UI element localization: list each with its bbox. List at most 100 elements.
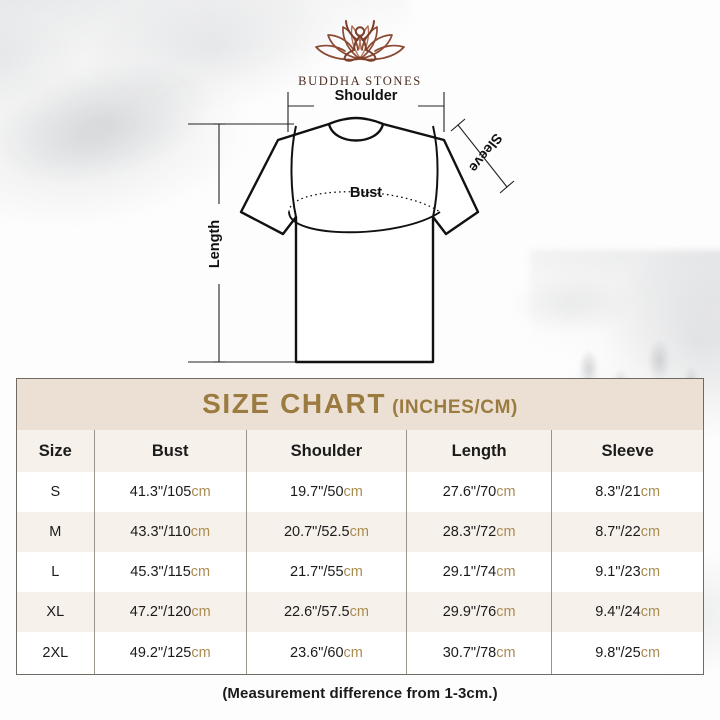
- cell-sleeve-value: 9.1"/23: [595, 564, 641, 580]
- size-chart-table-body: S 41.3"/105cm 19.7"/50cm 27.6"/70cm 8.3"…: [17, 472, 703, 674]
- cell-size: M: [17, 512, 95, 552]
- cell-length: 29.1"/74cm: [406, 552, 553, 592]
- cell-shoulder: 21.7"/55cm: [246, 552, 408, 592]
- cell-shoulder-value: 22.6"/57.5: [283, 604, 350, 620]
- cell-sleeve-value: 8.7"/22: [595, 524, 641, 540]
- cell-bust-value: 45.3"/115: [130, 564, 191, 580]
- cell-shoulder: 23.6"/60cm: [246, 632, 408, 674]
- cell-sleeve: 9.8"/25cm: [551, 632, 703, 674]
- cell-shoulder: 20.7"/52.5cm: [246, 512, 408, 552]
- cell-length-value: 27.6"/70: [442, 484, 497, 500]
- cell-bust-unit: cm: [190, 564, 211, 580]
- shoulder-measure-guide: [287, 92, 445, 132]
- table-row: XL 47.2"/120cm 22.6"/57.5cm 29.9"/76cm 9…: [17, 592, 703, 632]
- cell-bust: 43.3"/110cm: [94, 512, 247, 552]
- cell-bust-value: 43.3"/110: [130, 524, 191, 540]
- size-chart-title-unit: (INCHES/CM): [392, 397, 518, 418]
- sleeve-measure-guide: [450, 118, 515, 194]
- cell-shoulder-unit: cm: [343, 564, 363, 580]
- size-chart-title-banner: SIZE CHART (INCHES/CM): [17, 379, 703, 430]
- cell-length: 27.6"/70cm: [406, 472, 553, 512]
- cell-length-unit: cm: [496, 484, 516, 500]
- cell-shoulder-value: 19.7"/50: [290, 484, 344, 500]
- table-header-row: Size Bust Shoulder Length Sleeve: [17, 430, 703, 472]
- brand-name: BUDDHA STONES: [298, 74, 422, 88]
- cell-shoulder-unit: cm: [349, 524, 369, 540]
- size-chart-table-header: Size Bust Shoulder Length Sleeve: [17, 430, 703, 472]
- table-row: S 41.3"/105cm 19.7"/50cm 27.6"/70cm 8.3"…: [17, 472, 703, 512]
- cell-length-unit: cm: [496, 564, 516, 580]
- table-row: M 43.3"/110cm 20.7"/52.5cm 28.3"/72cm 8.…: [17, 512, 703, 552]
- cell-shoulder-value: 21.7"/55: [290, 564, 344, 580]
- column-header-bust: Bust: [94, 430, 247, 472]
- sleeve-label: Sleeve: [466, 131, 506, 176]
- bust-label: Bust: [350, 185, 382, 201]
- length-label: Length: [207, 220, 223, 268]
- cell-sleeve: 9.1"/23cm: [551, 552, 703, 592]
- cell-shoulder-unit: cm: [349, 604, 369, 620]
- cell-sleeve-value: 8.3"/21: [595, 484, 641, 500]
- cell-bust-value: 41.3"/105: [129, 484, 192, 500]
- cell-shoulder-unit: cm: [343, 645, 363, 661]
- size-chart-card: SIZE CHART (INCHES/CM) Size Bust Shoulder…: [16, 378, 704, 675]
- column-header-size: Size: [17, 430, 95, 472]
- cell-sleeve-value: 9.8"/25: [595, 645, 641, 661]
- bust-measure-ellipse: [288, 191, 441, 234]
- cell-sleeve-unit: cm: [640, 524, 661, 540]
- column-header-length: Length: [406, 430, 553, 472]
- cell-shoulder: 19.7"/50cm: [246, 472, 408, 512]
- cell-sleeve: 9.4"/24cm: [551, 592, 703, 632]
- table-row: L 45.3"/115cm 21.7"/55cm 29.1"/74cm 9.1"…: [17, 552, 703, 592]
- cell-size: XL: [17, 592, 95, 632]
- measurement-disclaimer: (Measurement difference from 1-3cm.): [222, 685, 498, 702]
- cell-shoulder-value: 20.7"/52.5: [283, 524, 350, 540]
- cell-bust-unit: cm: [191, 484, 211, 500]
- cell-length-unit: cm: [496, 645, 516, 661]
- cell-sleeve-value: 9.4"/24: [595, 604, 641, 620]
- cell-bust-value: 49.2"/125: [129, 645, 192, 661]
- cell-length-unit: cm: [496, 604, 516, 620]
- cell-shoulder-unit: cm: [343, 484, 363, 500]
- brand-logo-block: BUDDHA STONES: [0, 14, 720, 89]
- size-chart-title: SIZE CHART: [202, 388, 387, 419]
- cell-bust-unit: cm: [191, 645, 211, 661]
- size-chart-table: Size Bust Shoulder Length Sleeve S 41.3"…: [17, 430, 703, 674]
- cell-size: S: [17, 472, 95, 512]
- cell-length-value: 29.9"/76: [442, 604, 497, 620]
- length-measure-guide: [188, 123, 296, 363]
- cell-length-unit: cm: [496, 524, 516, 540]
- cell-length: 30.7"/78cm: [406, 632, 553, 674]
- cell-sleeve-unit: cm: [640, 645, 661, 661]
- sleeve-seam-lines: [290, 125, 439, 218]
- cell-length-value: 29.1"/74: [442, 564, 497, 580]
- shoulder-label: Shoulder: [335, 88, 398, 104]
- tshirt-measurement-diagram: Shoulder Length Sleeve: [188, 88, 515, 364]
- cell-bust: 47.2"/120cm: [94, 592, 247, 632]
- lotus-meditation-icon: [315, 20, 405, 62]
- cell-shoulder: 22.6"/57.5cm: [246, 592, 408, 632]
- cell-size: 2XL: [17, 632, 95, 674]
- cell-bust: 49.2"/125cm: [94, 632, 247, 674]
- cell-sleeve: 8.3"/21cm: [551, 472, 703, 512]
- cell-length-value: 28.3"/72: [442, 524, 497, 540]
- cell-bust: 45.3"/115cm: [94, 552, 247, 592]
- column-header-sleeve: Sleeve: [551, 430, 703, 472]
- cell-bust-value: 47.2"/120: [129, 604, 192, 620]
- cell-shoulder-value: 23.6"/60: [290, 645, 344, 661]
- cell-length-value: 30.7"/78: [442, 645, 497, 661]
- cell-length: 28.3"/72cm: [406, 512, 553, 552]
- cell-sleeve-unit: cm: [640, 484, 661, 500]
- cell-sleeve: 8.7"/22cm: [551, 512, 703, 552]
- cell-sleeve-unit: cm: [640, 604, 661, 620]
- collar-line: [327, 123, 385, 142]
- cell-sleeve-unit: cm: [640, 564, 661, 580]
- cell-bust-unit: cm: [190, 524, 211, 540]
- table-row: 2XL 49.2"/125cm 23.6"/60cm 30.7"/78cm 9.…: [17, 632, 703, 674]
- cell-size: L: [17, 552, 95, 592]
- cell-length: 29.9"/76cm: [406, 592, 553, 632]
- cell-bust-unit: cm: [191, 604, 211, 620]
- cell-bust: 41.3"/105cm: [94, 472, 247, 512]
- column-header-shoulder: Shoulder: [246, 430, 408, 472]
- tshirt-outline: [239, 116, 480, 364]
